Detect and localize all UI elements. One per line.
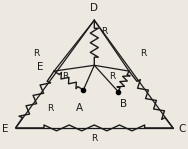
Text: C: C <box>178 124 186 134</box>
Text: R: R <box>91 134 97 143</box>
Text: R: R <box>62 72 68 82</box>
Text: R: R <box>101 27 108 36</box>
Text: A: A <box>76 103 83 113</box>
Text: R: R <box>109 72 116 82</box>
Text: E: E <box>37 62 43 72</box>
Text: D: D <box>90 3 98 13</box>
Text: B: B <box>120 99 127 109</box>
Text: R: R <box>141 49 147 58</box>
Text: R: R <box>33 49 39 58</box>
Text: R: R <box>47 104 54 114</box>
Text: E: E <box>2 124 8 134</box>
